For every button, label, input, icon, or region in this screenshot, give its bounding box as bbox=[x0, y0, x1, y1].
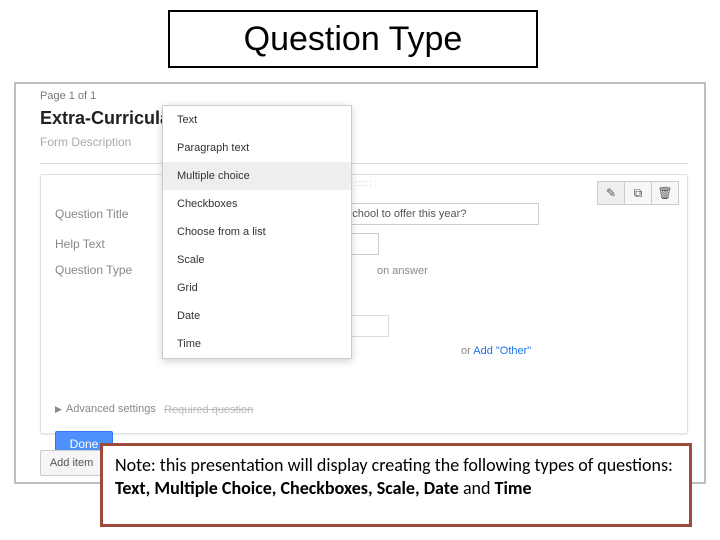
page-indicator: Page 1 of 1 bbox=[40, 90, 96, 102]
google-forms-frame: Page 1 of 1 Extra-Curricular Activities … bbox=[14, 82, 706, 484]
question-type-row: Question Type bbox=[55, 263, 179, 277]
question-title-label: Question Title bbox=[55, 207, 179, 221]
edit-button[interactable]: ✎ bbox=[597, 181, 625, 205]
drag-handle-icon[interactable]: ::::: bbox=[355, 178, 373, 188]
presenter-note-box: Note: this presentation will display cre… bbox=[100, 443, 692, 527]
form-title[interactable]: Extra-Curricular Activities Survey bbox=[40, 108, 688, 129]
dropdown-item-time[interactable]: Time bbox=[163, 330, 351, 358]
note-bold-2: Time bbox=[495, 477, 532, 499]
form-header: Extra-Curricular Activities Survey Form … bbox=[40, 108, 688, 164]
answer-hint-text: on answer bbox=[377, 265, 428, 277]
dropdown-item-checkboxes[interactable]: Checkboxes bbox=[163, 190, 351, 218]
duplicate-button[interactable]: ⧉ bbox=[624, 181, 652, 205]
add-other-row: or Add "Other" bbox=[461, 345, 531, 357]
duplicate-icon: ⧉ bbox=[634, 186, 643, 201]
caret-right-icon: ▶ bbox=[55, 404, 62, 415]
question-editor-panel: ::::: ✎ ⧉ 🗑 Question Title Help Text Que… bbox=[40, 174, 688, 434]
dropdown-item-paragraph-text[interactable]: Paragraph text bbox=[163, 134, 351, 162]
dropdown-item-text[interactable]: Text bbox=[163, 106, 351, 134]
delete-button[interactable]: 🗑 bbox=[651, 181, 679, 205]
done-label: Done bbox=[70, 437, 99, 451]
form-description-placeholder[interactable]: Form Description bbox=[40, 135, 688, 149]
note-mid: and bbox=[463, 477, 495, 499]
note-bold-1: Text, Multiple Choice, Checkboxes, Scale… bbox=[115, 477, 463, 499]
add-other-or: or bbox=[461, 345, 473, 357]
dropdown-item-scale[interactable]: Scale bbox=[163, 246, 351, 274]
add-other-link[interactable]: Add "Other" bbox=[473, 345, 531, 357]
question-type-label: Question Type bbox=[55, 263, 179, 277]
note-prefix: Note: this presentation will display cre… bbox=[115, 454, 673, 476]
add-item-label: Add item bbox=[50, 457, 93, 469]
dropdown-item-date[interactable]: Date bbox=[163, 302, 351, 330]
dropdown-item-choose-from-a-list[interactable]: Choose from a list bbox=[163, 218, 351, 246]
pencil-icon: ✎ bbox=[606, 186, 616, 200]
question-type-dropdown: TextParagraph textMultiple choiceCheckbo… bbox=[162, 105, 352, 359]
dropdown-item-multiple-choice[interactable]: Multiple choice bbox=[163, 162, 351, 190]
advanced-settings-toggle[interactable]: ▶ Advanced settings bbox=[55, 403, 156, 415]
dropdown-item-grid[interactable]: Grid bbox=[163, 274, 351, 302]
advanced-settings-label: Advanced settings bbox=[66, 403, 156, 415]
help-text-label: Help Text bbox=[55, 237, 179, 251]
trash-icon: 🗑 bbox=[657, 186, 672, 200]
slide-title: Question Type bbox=[244, 20, 463, 59]
question-toolbar: ✎ ⧉ 🗑 bbox=[598, 181, 679, 205]
slide-title-box: Question Type bbox=[168, 10, 538, 68]
required-question-ghost: Required question bbox=[164, 404, 253, 416]
